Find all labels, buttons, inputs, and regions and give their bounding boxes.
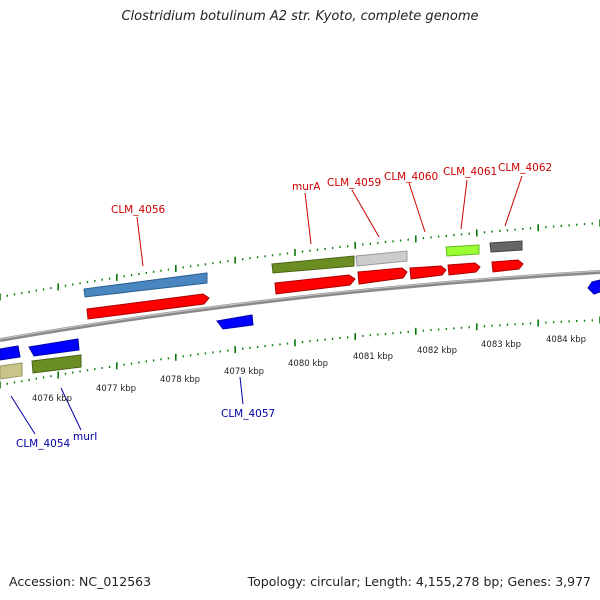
gene-arrow-partial-right[interactable] bbox=[587, 279, 600, 295]
backbone-line bbox=[0, 270, 600, 342]
cds-arrow-clm-4061[interactable] bbox=[447, 262, 481, 276]
scale-label-4077: 4077 kbp bbox=[96, 384, 136, 394]
gene-label-muri[interactable]: murI bbox=[73, 431, 97, 443]
leader-muri bbox=[60, 387, 82, 431]
leader-clm-4059 bbox=[351, 189, 380, 238]
outer-tick-ring bbox=[0, 219, 600, 301]
gene-label-clm-4056[interactable]: CLM_4056 bbox=[111, 204, 166, 216]
feature-bar-khaki-clm-4054[interactable] bbox=[0, 362, 23, 380]
leader-clm-4054 bbox=[10, 395, 36, 435]
scale-label-4084: 4084 kbp bbox=[546, 335, 586, 345]
feature-bar-olive-mura[interactable] bbox=[271, 255, 355, 274]
feature-bar-darkgray[interactable] bbox=[489, 240, 523, 253]
feature-bar-olive-muri[interactable] bbox=[31, 354, 82, 374]
map-title: Clostridium botulinum A2 str. Kyoto, com… bbox=[121, 9, 479, 24]
feature-bar-lime[interactable] bbox=[445, 244, 480, 257]
inner-tick-ring bbox=[0, 316, 600, 389]
gene-arrow-clm-4057[interactable] bbox=[216, 314, 254, 330]
scale-label-4081: 4081 kbp bbox=[353, 352, 393, 362]
cds-arrow-clm-4062[interactable] bbox=[491, 259, 524, 273]
feature-bar-steelblue[interactable] bbox=[83, 272, 208, 298]
backbone-highlight bbox=[0, 270, 600, 340]
gene-arrow-reverse-2[interactable] bbox=[28, 338, 80, 357]
gene-label-clm-4054[interactable]: CLM_4054 bbox=[16, 438, 71, 450]
cds-arrow-mura[interactable] bbox=[274, 274, 356, 295]
cds-arrow-clm-4056[interactable] bbox=[86, 293, 210, 320]
gene-arrow-partial-left[interactable] bbox=[0, 345, 21, 361]
feature-bar-lightgray[interactable] bbox=[355, 250, 408, 267]
cds-arrow-clm-4060[interactable] bbox=[409, 265, 447, 280]
gene-label-clm-4059[interactable]: CLM_4059 bbox=[327, 177, 381, 189]
scale-label-4076: 4076 kbp bbox=[32, 394, 72, 404]
scale-label-4083: 4083 kbp bbox=[481, 340, 521, 350]
gene-label-clm-4061[interactable]: CLM_4061 bbox=[443, 166, 497, 178]
scale-label-4080: 4080 kbp bbox=[288, 359, 328, 369]
cds-arrow-clm-4059[interactable] bbox=[357, 267, 408, 285]
leader-clm-4062 bbox=[504, 175, 523, 227]
leader-clm-4060 bbox=[408, 182, 426, 233]
gene-label-mura[interactable]: murA bbox=[292, 181, 321, 193]
genome-summary-text: Topology: circular; Length: 4,155,278 bp… bbox=[247, 574, 591, 589]
gene-label-clm-4057[interactable]: CLM_4057 bbox=[221, 408, 275, 420]
leader-clm-4061 bbox=[460, 179, 468, 230]
gene-label-clm-4060[interactable]: CLM_4060 bbox=[384, 171, 438, 183]
gene-label-clm-4062[interactable]: CLM_4062 bbox=[498, 162, 552, 174]
leader-clm-4056 bbox=[136, 216, 144, 267]
leader-clm-4057 bbox=[239, 376, 244, 405]
accession-text: Accession: NC_012563 bbox=[9, 574, 152, 589]
scale-label-4082: 4082 kbp bbox=[417, 346, 457, 356]
scale-label-4079: 4079 kbp bbox=[224, 367, 264, 377]
scale-label-4078: 4078 kbp bbox=[160, 375, 200, 385]
leader-mura bbox=[304, 192, 312, 245]
